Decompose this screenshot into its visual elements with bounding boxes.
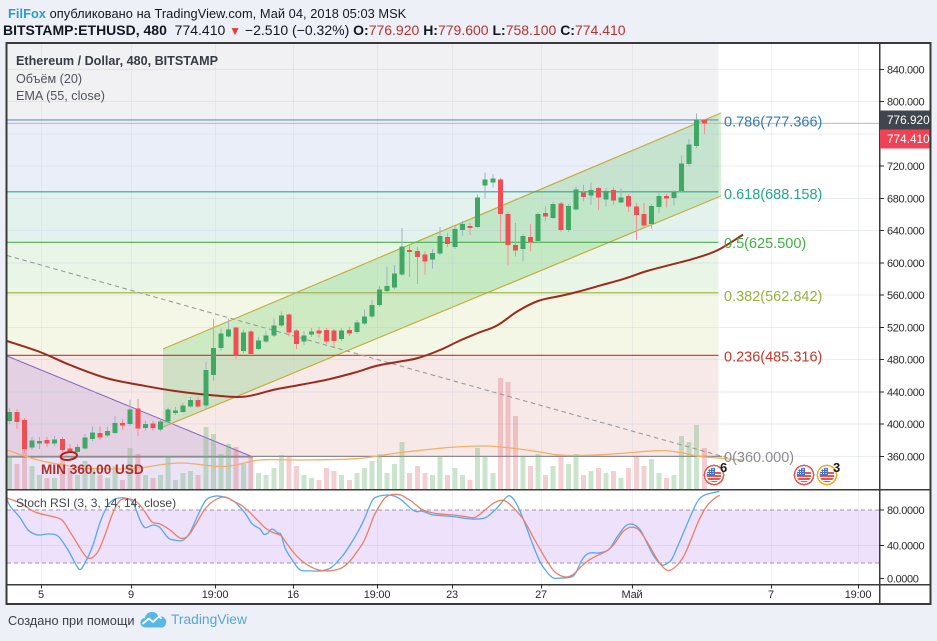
svg-text:5: 5 [38, 589, 44, 601]
svg-text:440.000: 440.000 [887, 387, 925, 399]
svg-text:0(360.000): 0(360.000) [724, 450, 794, 466]
svg-text:560.000: 560.000 [887, 290, 925, 302]
svg-text:0.618(688.158): 0.618(688.158) [724, 187, 822, 203]
svg-text:776.920: 776.920 [887, 113, 930, 127]
svg-text:0.236(485.316): 0.236(485.316) [724, 350, 822, 366]
svg-text:19:00: 19:00 [202, 589, 229, 601]
svg-text:40.0000: 40.0000 [887, 540, 925, 552]
svg-text:0.382(562.842): 0.382(562.842) [724, 289, 822, 305]
svg-text:0.0000: 0.0000 [887, 574, 919, 586]
svg-text:520.000: 520.000 [887, 322, 925, 334]
svg-text:23: 23 [446, 589, 458, 601]
svg-text:MIN 360.00 USD: MIN 360.00 USD [41, 462, 144, 477]
svg-text:0.786(777.366): 0.786(777.366) [724, 115, 822, 131]
svg-text:800.000: 800.000 [887, 97, 925, 109]
svg-text:19:00: 19:00 [364, 589, 391, 601]
svg-text:774.410: 774.410 [887, 132, 930, 146]
svg-text:16: 16 [287, 589, 299, 601]
svg-text:3: 3 [833, 460, 840, 475]
svg-text:Май: Май [622, 589, 643, 601]
svg-text:600.000: 600.000 [887, 258, 925, 270]
svg-text:6: 6 [720, 460, 727, 475]
svg-text:720.000: 720.000 [887, 161, 925, 173]
svg-text:0.5(625.500): 0.5(625.500) [724, 236, 806, 252]
svg-text:19:00: 19:00 [845, 589, 872, 601]
svg-text:480.000: 480.000 [887, 355, 925, 367]
svg-text:840.000: 840.000 [887, 64, 925, 76]
svg-text:680.000: 680.000 [887, 193, 925, 205]
svg-text:7: 7 [768, 589, 774, 601]
svg-text:400.000: 400.000 [887, 419, 925, 431]
svg-text:360.000: 360.000 [887, 451, 925, 463]
svg-text:80.0000: 80.0000 [887, 505, 925, 517]
svg-text:640.000: 640.000 [887, 226, 925, 238]
svg-text:27: 27 [535, 589, 547, 601]
svg-text:9: 9 [128, 589, 134, 601]
